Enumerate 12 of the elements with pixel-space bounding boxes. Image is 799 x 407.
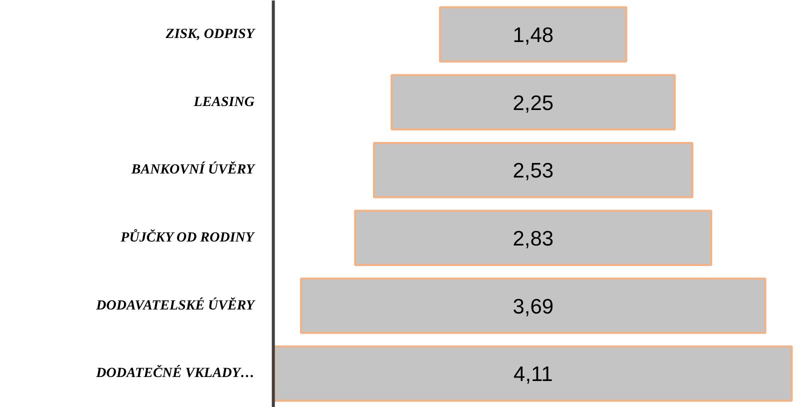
data-label: 2,83 [512,227,554,250]
data-label: 4,11 [514,363,553,386]
data-label: 2,25 [512,92,554,115]
data-label: 3,69 [512,295,554,318]
category-label: DODATEČNÉ VKLADY… [95,364,254,382]
category-label: BANKOVNÍ ÚVĚRY [130,160,256,178]
category-label: LEASING [192,94,254,110]
data-label: 2,53 [512,160,554,183]
data-label: 1,48 [512,24,554,47]
category-label: ZISK, ODPISY [164,26,256,42]
category-label: PŮJČKY OD RODINY [120,228,256,246]
category-label: DODAVATELSKÉ ÚVĚRY [95,296,256,314]
